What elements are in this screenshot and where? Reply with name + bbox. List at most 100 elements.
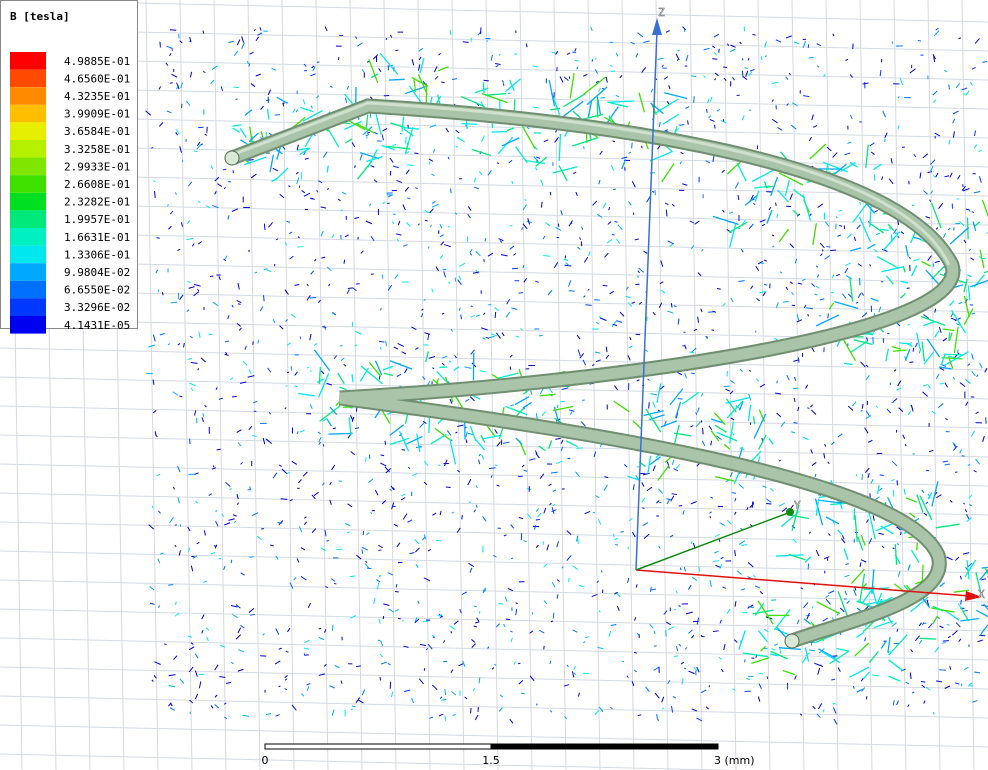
vector xyxy=(350,415,354,421)
vector xyxy=(949,226,970,245)
vector xyxy=(461,122,478,125)
vector xyxy=(891,478,895,482)
scale-label: 3 (mm) xyxy=(714,754,755,767)
vector xyxy=(866,337,869,342)
vector xyxy=(935,227,939,230)
vector xyxy=(202,413,205,417)
vector xyxy=(389,157,394,163)
vector xyxy=(878,487,883,492)
vector xyxy=(385,37,388,41)
vector xyxy=(678,643,682,647)
vector xyxy=(858,277,861,286)
vector xyxy=(939,582,946,588)
vector xyxy=(467,478,472,486)
vector xyxy=(945,418,948,421)
vector xyxy=(900,280,909,284)
vector xyxy=(938,327,942,334)
vector xyxy=(233,86,239,89)
vector xyxy=(337,198,341,202)
vector xyxy=(694,220,700,225)
vector xyxy=(861,687,866,692)
grid-line xyxy=(859,0,873,770)
vector xyxy=(753,575,756,578)
vector xyxy=(965,90,970,96)
vector xyxy=(725,397,750,404)
vector xyxy=(212,465,215,468)
vector xyxy=(168,225,172,230)
vector xyxy=(236,502,239,506)
vector xyxy=(381,144,395,151)
vector xyxy=(744,195,758,206)
vector xyxy=(156,473,161,477)
vector xyxy=(515,146,528,164)
vector xyxy=(266,108,270,120)
vector xyxy=(326,382,332,386)
vector xyxy=(575,191,578,197)
vector xyxy=(333,582,337,585)
coil xyxy=(224,98,961,649)
vector xyxy=(771,118,778,124)
vector xyxy=(584,510,591,515)
vector xyxy=(833,718,838,725)
vector xyxy=(669,243,674,247)
vector xyxy=(179,146,182,153)
vector xyxy=(576,334,581,340)
vector xyxy=(282,146,286,150)
vector xyxy=(811,605,814,609)
vector xyxy=(771,81,779,84)
vector xyxy=(486,39,489,43)
vector xyxy=(164,643,167,645)
vector xyxy=(723,443,731,450)
vector xyxy=(401,493,406,497)
vector xyxy=(368,59,379,84)
vector xyxy=(615,544,619,546)
vector xyxy=(339,386,347,391)
vector xyxy=(654,692,660,699)
vector xyxy=(932,99,937,103)
vector xyxy=(317,373,330,398)
vector xyxy=(974,671,981,674)
vector xyxy=(300,547,306,551)
vector xyxy=(379,52,399,75)
vector xyxy=(172,391,179,396)
vector xyxy=(462,41,469,43)
vector xyxy=(549,710,553,713)
vector xyxy=(499,694,504,698)
vector xyxy=(302,110,323,122)
vector xyxy=(223,565,226,571)
vector xyxy=(475,504,478,508)
vector xyxy=(270,544,274,547)
vector xyxy=(757,260,763,265)
vector xyxy=(556,541,559,548)
vector xyxy=(438,713,444,717)
vector xyxy=(609,706,613,710)
vector xyxy=(297,236,300,239)
vector xyxy=(296,558,300,563)
vector xyxy=(649,586,652,593)
vector xyxy=(648,402,650,409)
vector xyxy=(949,665,952,670)
vector xyxy=(964,559,977,578)
vector xyxy=(896,629,899,632)
vector xyxy=(914,635,921,642)
vector xyxy=(448,281,451,284)
vector xyxy=(610,624,617,627)
vector xyxy=(815,314,840,327)
vector xyxy=(820,253,823,257)
vector xyxy=(683,667,687,670)
vector xyxy=(592,200,598,206)
vector xyxy=(628,151,631,154)
vector xyxy=(630,41,635,45)
vector xyxy=(661,696,665,703)
vector xyxy=(897,570,901,577)
vector xyxy=(713,33,720,38)
vector xyxy=(683,566,687,572)
vector xyxy=(217,183,223,187)
vector xyxy=(296,431,299,435)
vector xyxy=(730,44,736,48)
vector xyxy=(224,255,228,260)
vector xyxy=(801,656,807,664)
grid-line xyxy=(0,753,742,770)
vector xyxy=(687,120,689,125)
vector xyxy=(739,369,743,372)
